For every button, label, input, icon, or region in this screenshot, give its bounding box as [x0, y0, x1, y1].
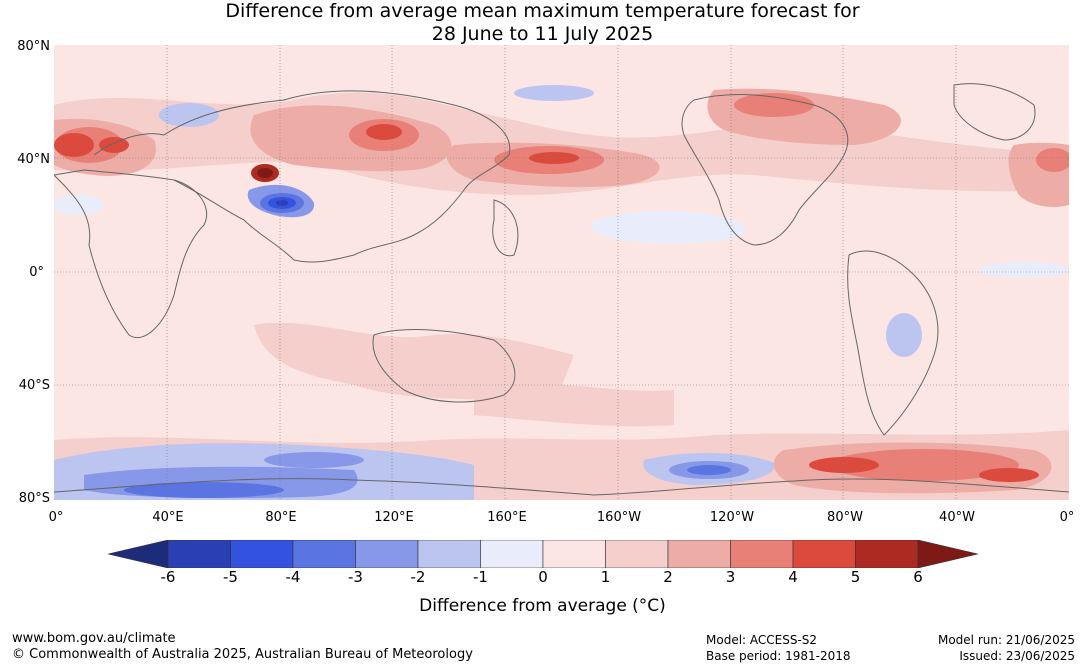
- lon-label-120e: 120°E: [374, 510, 414, 525]
- antarctica-80e-cool-2: [264, 452, 364, 468]
- antarctica-east-warm-4: [979, 468, 1039, 482]
- sahara-cool-1: [54, 195, 104, 215]
- colorbar-segment: [542, 540, 606, 568]
- colorbar-tick-label: -1: [473, 568, 488, 586]
- colorbar-tick-label: -3: [348, 568, 363, 586]
- lat-label-0: 0°: [29, 265, 44, 280]
- colorbar-segment: [167, 540, 231, 568]
- lat-label-80s: 80°S: [18, 491, 50, 506]
- siberia-cool-1: [159, 103, 219, 127]
- lat-label-80n: 80°N: [17, 39, 50, 54]
- antarctica-warm-3: [829, 449, 1019, 481]
- colorbar-extend-low: [108, 540, 169, 568]
- lon-label-80e: 80°E: [265, 510, 297, 525]
- colorbar-segment: [230, 540, 294, 568]
- antarctica-indian-cool-3: [124, 482, 284, 498]
- antarctica-pacific-cool-3: [687, 465, 731, 475]
- colorbar-segment: [417, 540, 481, 568]
- coastlines: [54, 83, 1069, 496]
- colorbar-extend-high: [917, 540, 978, 568]
- colorbar-segment: [730, 540, 794, 568]
- colorbar-tick-label: 0: [538, 568, 548, 586]
- lon-label-80w: 80°W: [827, 510, 863, 525]
- canada-warm-3: [734, 93, 814, 117]
- colorbar-tick-label: -6: [160, 568, 176, 586]
- lat-label-40s: 40°S: [18, 378, 50, 393]
- colorbar-tick-label: 4: [788, 568, 798, 586]
- colorbar-segment: [855, 540, 919, 568]
- europe-east-warm-4: [99, 137, 129, 153]
- footer-model: Model: ACCESS-S2: [706, 633, 818, 647]
- europe-warm-4: [54, 133, 94, 157]
- footer-model-run: Model run: 21/06/2025: [937, 633, 1075, 647]
- colorbar-tick-label: -5: [223, 568, 238, 586]
- colorbar-label: Difference from average (°C): [419, 596, 666, 616]
- india-cool-5: [276, 200, 288, 206]
- colorbar-segment: [792, 540, 856, 568]
- sam-cool-1: [886, 313, 922, 357]
- pakistan-hot-6: [257, 168, 273, 178]
- lon-label-160e: 160°E: [487, 510, 527, 525]
- footer-copyright: © Commonwealth of Australia 2025, Austra…: [12, 647, 473, 662]
- npacific-warm-4: [529, 152, 579, 164]
- lon-label-40e: 40°E: [152, 510, 184, 525]
- graticule: [54, 45, 1069, 500]
- tasman-warm-1: [474, 382, 674, 427]
- pacific-cool-1: [592, 210, 746, 244]
- map-title: Difference from average mean maximum tem…: [0, 0, 1085, 46]
- colorbar-tick-label: -4: [285, 568, 301, 586]
- colorbar-tick-label: 3: [725, 568, 736, 586]
- lon-label-160w: 160°W: [596, 510, 642, 525]
- colorbar-segment: [292, 540, 356, 568]
- lon-label-0: 0°: [48, 510, 64, 525]
- asia-warm-4: [366, 124, 402, 140]
- footer-base-period: Base period: 1981-2018: [706, 649, 851, 663]
- lon-label-40w: 40°W: [939, 510, 975, 525]
- colorbar-segment: [480, 540, 544, 568]
- title-line-1: Difference from average mean maximum tem…: [225, 0, 860, 22]
- colorbar-tick-label: 5: [850, 568, 861, 586]
- colorbar-tick-label: 2: [663, 568, 673, 586]
- colorbar-segment: [605, 540, 669, 568]
- lon-label-0-right: 0°: [1059, 510, 1075, 525]
- antarctica-warm-4: [809, 457, 879, 473]
- colorbar: [108, 540, 978, 568]
- bering-cool-1: [514, 85, 594, 101]
- colorbar-tick-label: 6: [913, 568, 923, 586]
- colorbar-tick-label: 1: [600, 568, 611, 586]
- title-line-2: 28 June to 11 July 2025: [431, 23, 654, 45]
- anomaly-map: [54, 45, 1069, 500]
- footer-website: www.bom.gov.au/climate: [12, 631, 176, 646]
- mediterranean-warm-3: [1036, 148, 1069, 172]
- lon-label-120w: 120°W: [709, 510, 755, 525]
- lat-label-40n: 40°N: [17, 152, 50, 167]
- colorbar-segment: [667, 540, 731, 568]
- footer-issued: Issued: 23/06/2025: [959, 649, 1075, 663]
- colorbar-segment: [355, 540, 419, 568]
- atlantic-cool-1: [979, 262, 1069, 278]
- colorbar-tick-label: -2: [410, 568, 426, 586]
- map-svg: [54, 45, 1069, 500]
